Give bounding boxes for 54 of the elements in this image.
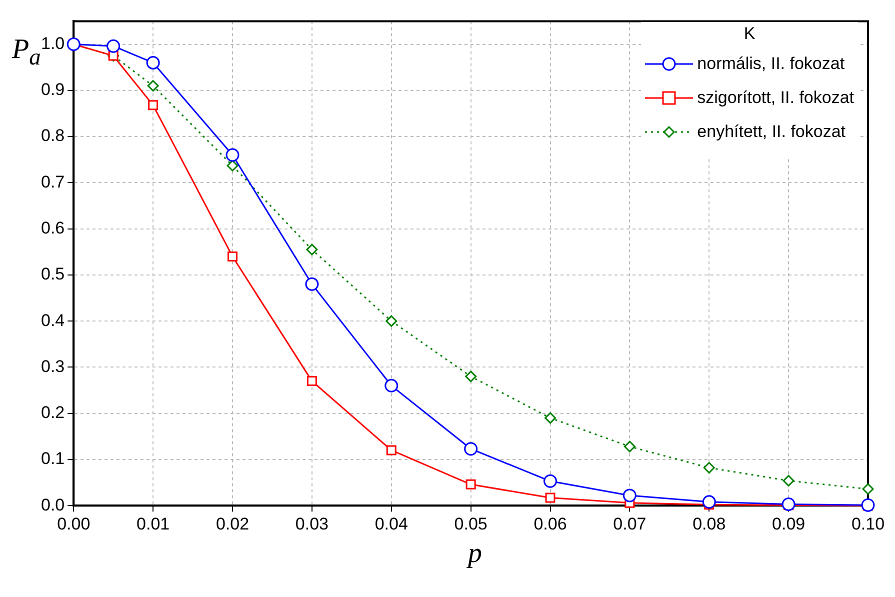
y-tick-label: 0.7 [40, 172, 65, 192]
y-tick-label: 0.3 [40, 356, 65, 376]
x-tick-label: 0.02 [216, 514, 250, 534]
y-tick-label: 0.6 [40, 218, 65, 238]
legend-label: normális, II. fokozat [697, 54, 845, 74]
point [466, 479, 476, 490]
y-axis-title: P$_{a}$ [12, 34, 41, 72]
x-tick-label: 0.08 [692, 514, 726, 534]
point [306, 244, 318, 256]
x-tick-label: 0.07 [613, 514, 646, 534]
x-tick-label: 0.06 [534, 514, 567, 534]
point [464, 442, 478, 456]
y-tick-label: 0.1 [40, 449, 65, 468]
point [146, 56, 160, 70]
point [148, 100, 158, 110]
point [106, 39, 120, 53]
y-tick-label: 0.4 [40, 310, 65, 330]
y-tick-label: 0.8 [40, 126, 65, 146]
y-tick-label: 0.9 [40, 80, 65, 100]
legend-title: K [742, 24, 756, 44]
point [306, 376, 317, 386]
point [782, 497, 796, 511]
point [702, 495, 716, 509]
y-tick-label: 0.2 [40, 403, 65, 422]
y-tick-label: 0.5 [40, 264, 65, 284]
x-tick-label: 0.09 [772, 514, 806, 534]
x-tick-label: 0.05 [454, 514, 488, 534]
point [386, 315, 398, 327]
point [384, 378, 398, 392]
point [782, 474, 794, 486]
x-tick-label: 0.01 [136, 514, 170, 534]
x-axis-title: p [468, 538, 482, 570]
point [465, 370, 477, 382]
x-tick-label: 0.00 [57, 514, 90, 534]
point [862, 483, 874, 495]
point [624, 440, 636, 452]
point [226, 148, 240, 162]
point [305, 277, 319, 291]
point [861, 498, 875, 512]
point [544, 412, 556, 424]
point [544, 474, 558, 488]
x-tick-label: 0.03 [295, 514, 328, 534]
point [545, 492, 556, 503]
point [622, 488, 636, 502]
point [703, 462, 715, 474]
legend-label: szigorított, II. fokozat [697, 88, 854, 108]
y-tick-label: 0.0 [40, 495, 65, 514]
y-tick-label: 1.0 [40, 34, 65, 53]
point [228, 251, 238, 262]
legend-label: enyhített, II. fokozat [697, 122, 846, 142]
x-tick-label: 0.10 [851, 514, 885, 534]
x-tick-label: 0.04 [374, 514, 408, 534]
point [147, 80, 159, 92]
point [386, 445, 396, 456]
